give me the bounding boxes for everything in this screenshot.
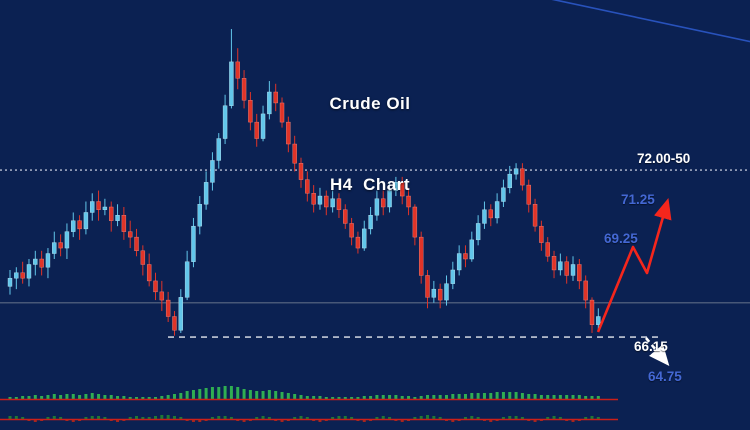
chart-title-line1: Crude Oil [329, 94, 411, 113]
indicator-panel [0, 386, 618, 422]
trendlines [551, 0, 750, 43]
price-label-target-lower: 64.75 [648, 369, 682, 384]
chart-title-line2: H4 Chart [329, 175, 411, 194]
chart-title: Crude Oil H4 Chart [295, 36, 445, 252]
price-label-resistance-zone: 72.00-50 [637, 151, 691, 166]
level-lines [0, 169, 750, 338]
candles-layer [7, 29, 601, 336]
price-label-target-mid: 69.25 [604, 231, 638, 246]
price-label-target-upper: 71.25 [621, 192, 655, 207]
price-label-support: 66.15 [634, 339, 668, 354]
annotation-arrows [596, 198, 672, 366]
